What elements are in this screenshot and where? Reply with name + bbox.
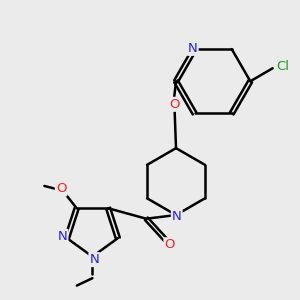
Text: O: O (56, 182, 66, 195)
Text: O: O (169, 98, 179, 111)
Text: N: N (89, 253, 99, 266)
Text: N: N (172, 210, 182, 224)
Text: Cl: Cl (277, 60, 290, 73)
Text: O: O (164, 238, 175, 251)
Text: N: N (58, 230, 68, 243)
Text: N: N (188, 42, 198, 55)
